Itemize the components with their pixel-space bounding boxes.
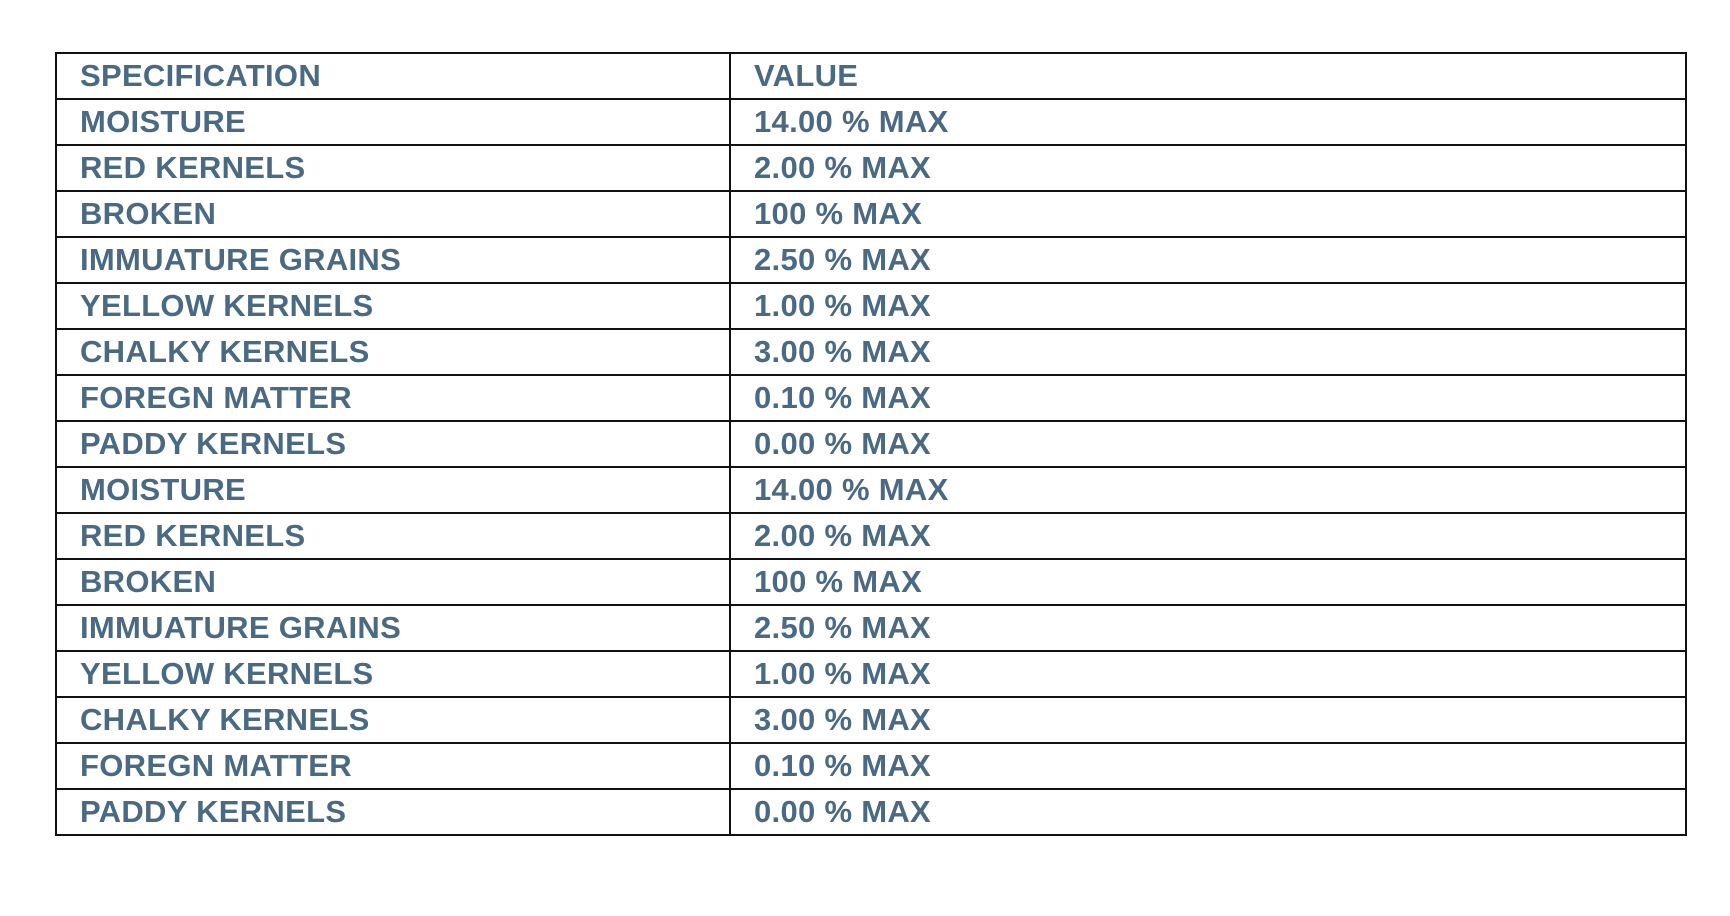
- value-cell: 0.10 % MAX: [729, 374, 1687, 422]
- table-row: PADDY KERNELS 0.00 % MAX: [55, 788, 1687, 836]
- specification-cell: BROKEN: [55, 190, 731, 238]
- value-cell: 14.00 % MAX: [729, 466, 1687, 514]
- value-cell: 2.00 % MAX: [729, 144, 1687, 192]
- specification-cell: CHALKY KERNELS: [55, 696, 731, 744]
- table-row: CHALKY KERNELS 3.00 % MAX: [55, 696, 1687, 744]
- specification-cell: IMMUATURE GRAINS: [55, 604, 731, 652]
- table-row: RED KERNELS 2.00 % MAX: [55, 512, 1687, 560]
- table-row: FOREGN MATTER 0.10 % MAX: [55, 742, 1687, 790]
- value-cell: 3.00 % MAX: [729, 696, 1687, 744]
- value-cell: 0.00 % MAX: [729, 420, 1687, 468]
- table-header-row: SPECIFICATION VALUE: [55, 52, 1687, 100]
- table-row: BROKEN 100 % MAX: [55, 558, 1687, 606]
- column-header-specification: SPECIFICATION: [55, 52, 731, 100]
- table-row: YELLOW KERNELS 1.00 % MAX: [55, 650, 1687, 698]
- specification-cell: RED KERNELS: [55, 512, 731, 560]
- value-cell: 0.10 % MAX: [729, 742, 1687, 790]
- specification-cell: YELLOW KERNELS: [55, 650, 731, 698]
- table-row: RED KERNELS 2.00 % MAX: [55, 144, 1687, 192]
- table-row: CHALKY KERNELS 3.00 % MAX: [55, 328, 1687, 376]
- specification-cell: PADDY KERNELS: [55, 788, 731, 836]
- table-row: MOISTURE 14.00 % MAX: [55, 466, 1687, 514]
- value-cell: 1.00 % MAX: [729, 650, 1687, 698]
- specification-cell: RED KERNELS: [55, 144, 731, 192]
- table-row: YELLOW KERNELS 1.00 % MAX: [55, 282, 1687, 330]
- specification-cell: MOISTURE: [55, 98, 731, 146]
- table-row: FOREGN MATTER 0.10 % MAX: [55, 374, 1687, 422]
- value-cell: 1.00 % MAX: [729, 282, 1687, 330]
- table-row: IMMUATURE GRAINS 2.50 % MAX: [55, 604, 1687, 652]
- value-cell: 3.00 % MAX: [729, 328, 1687, 376]
- value-cell: 2.50 % MAX: [729, 236, 1687, 284]
- table-row: IMMUATURE GRAINS 2.50 % MAX: [55, 236, 1687, 284]
- specification-cell: YELLOW KERNELS: [55, 282, 731, 330]
- specification-cell: FOREGN MATTER: [55, 742, 731, 790]
- specification-cell: BROKEN: [55, 558, 731, 606]
- specification-cell: IMMUATURE GRAINS: [55, 236, 731, 284]
- specification-cell: MOISTURE: [55, 466, 731, 514]
- table-row: BROKEN 100 % MAX: [55, 190, 1687, 238]
- table-row: MOISTURE 14.00 % MAX: [55, 98, 1687, 146]
- specification-cell: CHALKY KERNELS: [55, 328, 731, 376]
- value-cell: 2.00 % MAX: [729, 512, 1687, 560]
- value-cell: 100 % MAX: [729, 558, 1687, 606]
- specification-table: SPECIFICATION VALUE MOISTURE 14.00 % MAX…: [55, 52, 1687, 836]
- value-cell: 2.50 % MAX: [729, 604, 1687, 652]
- value-cell: 14.00 % MAX: [729, 98, 1687, 146]
- value-cell: 100 % MAX: [729, 190, 1687, 238]
- specification-cell: PADDY KERNELS: [55, 420, 731, 468]
- table-row: PADDY KERNELS 0.00 % MAX: [55, 420, 1687, 468]
- value-cell: 0.00 % MAX: [729, 788, 1687, 836]
- column-header-value: VALUE: [729, 52, 1687, 100]
- specification-cell: FOREGN MATTER: [55, 374, 731, 422]
